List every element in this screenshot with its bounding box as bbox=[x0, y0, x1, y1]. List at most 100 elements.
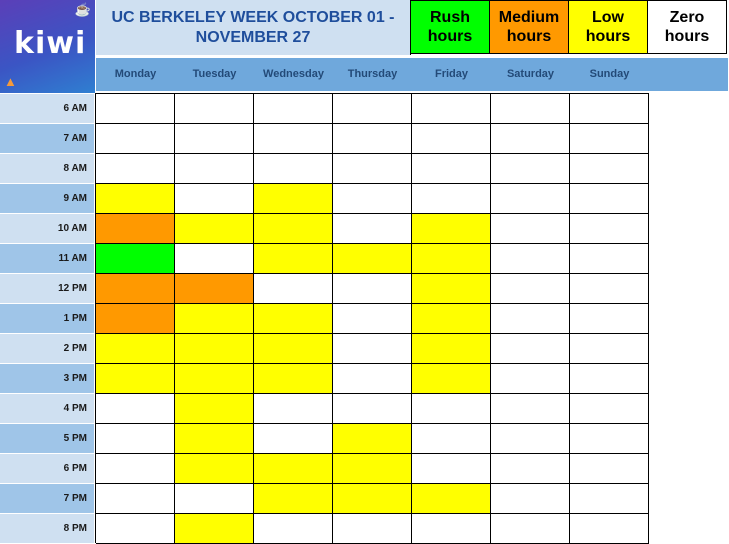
schedule-cell-zero bbox=[333, 214, 412, 244]
schedule-cell-zero bbox=[175, 154, 254, 184]
schedule-cell-low bbox=[175, 304, 254, 334]
schedule-cell-zero bbox=[491, 394, 570, 424]
schedule-cell-zero bbox=[491, 304, 570, 334]
grid-left-border bbox=[95, 93, 96, 543]
day-header-saturday: Saturday bbox=[506, 68, 555, 80]
schedule-cell-medium bbox=[175, 274, 254, 304]
schedule-cell-low bbox=[254, 244, 333, 274]
schedule-cell-zero bbox=[570, 124, 649, 154]
schedule-cell-zero bbox=[491, 214, 570, 244]
schedule-cell-zero bbox=[570, 334, 649, 364]
day-header-monday: Monday bbox=[114, 68, 157, 80]
schedule-cell-low bbox=[412, 214, 491, 244]
schedule-cell-low bbox=[412, 484, 491, 514]
schedule-cell-zero bbox=[175, 244, 254, 274]
schedule-cell-zero bbox=[491, 334, 570, 364]
schedule-cell-zero bbox=[333, 94, 412, 124]
hour-label: 3 PM bbox=[0, 364, 94, 393]
schedule-cell-zero bbox=[96, 514, 175, 544]
schedule-cell-zero bbox=[333, 124, 412, 154]
schedule-cell-zero bbox=[96, 94, 175, 124]
day-header-wednesday: Wednesday bbox=[263, 68, 324, 80]
schedule-cell-zero bbox=[254, 394, 333, 424]
schedule-cell-rush bbox=[96, 244, 175, 274]
schedule-cell-zero bbox=[491, 94, 570, 124]
schedule-cell-zero bbox=[491, 184, 570, 214]
schedule-cell-low bbox=[412, 304, 491, 334]
hour-label: 11 AM bbox=[0, 244, 94, 273]
schedule-cell-low bbox=[96, 334, 175, 364]
schedule-cell-zero bbox=[96, 154, 175, 184]
schedule-cell-low bbox=[412, 244, 491, 274]
schedule-cell-zero bbox=[491, 154, 570, 184]
schedule-cell-zero bbox=[570, 184, 649, 214]
schedule-cell-zero bbox=[175, 124, 254, 154]
schedule-cell-medium bbox=[96, 214, 175, 244]
schedule-cell-zero bbox=[96, 424, 175, 454]
schedule-cell-zero bbox=[254, 154, 333, 184]
schedule-cell-zero bbox=[570, 484, 649, 514]
schedule-cell-low bbox=[175, 394, 254, 424]
hour-label: 8 AM bbox=[0, 154, 94, 183]
schedule-cell-zero bbox=[412, 454, 491, 484]
day-header-tuesday: Tuesday bbox=[192, 68, 237, 80]
schedule-cell-zero bbox=[175, 184, 254, 214]
schedule-cell-low bbox=[254, 214, 333, 244]
schedule-cell-zero bbox=[333, 514, 412, 544]
hour-label: 5 PM bbox=[0, 424, 94, 453]
schedule-cell-zero bbox=[175, 484, 254, 514]
schedule-cell-zero bbox=[491, 274, 570, 304]
schedule-cell-zero bbox=[491, 124, 570, 154]
schedule-cell-zero bbox=[570, 304, 649, 334]
schedule-cell-zero bbox=[96, 484, 175, 514]
schedule-cell-low bbox=[96, 364, 175, 394]
schedule-cell-low bbox=[175, 334, 254, 364]
schedule-cell-zero bbox=[491, 424, 570, 454]
schedule-cell-zero bbox=[333, 154, 412, 184]
grid-top-border bbox=[96, 93, 649, 94]
schedule-cell-low bbox=[254, 454, 333, 484]
schedule-cell-zero bbox=[570, 424, 649, 454]
schedule-cell-zero bbox=[96, 124, 175, 154]
schedule-cell-zero bbox=[570, 244, 649, 274]
schedule-cell-zero bbox=[491, 514, 570, 544]
logo-text: kiwi bbox=[14, 26, 87, 61]
schedule-cell-zero bbox=[333, 394, 412, 424]
day-header-sunday: Sunday bbox=[589, 68, 630, 80]
schedule-cell-zero bbox=[254, 274, 333, 304]
schedule-cell-zero bbox=[491, 364, 570, 394]
schedule-cell-zero bbox=[570, 274, 649, 304]
schedule-cell-low bbox=[412, 334, 491, 364]
schedule-cell-zero bbox=[412, 424, 491, 454]
schedule-cell-zero bbox=[412, 184, 491, 214]
schedule-cell-zero bbox=[412, 394, 491, 424]
schedule-cell-zero bbox=[333, 184, 412, 214]
legend-zero: Zero hours bbox=[648, 0, 727, 54]
schedule-cell-low bbox=[175, 214, 254, 244]
schedule-cell-low bbox=[333, 244, 412, 274]
schedule-cell-zero bbox=[175, 94, 254, 124]
hour-label: 6 PM bbox=[0, 454, 94, 483]
schedule-cell-low bbox=[175, 514, 254, 544]
hour-label: 4 PM bbox=[0, 394, 94, 423]
schedule-cell-zero bbox=[96, 454, 175, 484]
schedule-cell-zero bbox=[570, 394, 649, 424]
schedule-cell-low bbox=[254, 304, 333, 334]
hour-label: 1 PM bbox=[0, 304, 94, 333]
schedule-cell-zero bbox=[254, 424, 333, 454]
schedule-cell-low bbox=[254, 334, 333, 364]
schedule-cell-zero bbox=[412, 514, 491, 544]
legend-low: Low hours bbox=[569, 0, 648, 54]
schedule-cell-zero bbox=[254, 514, 333, 544]
schedule-cell-zero bbox=[491, 454, 570, 484]
schedule-cell-zero bbox=[96, 394, 175, 424]
schedule-cell-low bbox=[254, 364, 333, 394]
day-header-row: Monday Tuesday Wednesday Thursday Friday Satu… bbox=[96, 58, 728, 91]
hour-label: 9 AM bbox=[0, 184, 94, 213]
schedule-cell-low bbox=[333, 484, 412, 514]
hour-label: 7 PM bbox=[0, 484, 94, 513]
schedule-cell-low bbox=[96, 184, 175, 214]
hour-label: 12 PM bbox=[0, 274, 94, 303]
schedule-cell-medium bbox=[96, 304, 175, 334]
schedule-cell-zero bbox=[412, 124, 491, 154]
